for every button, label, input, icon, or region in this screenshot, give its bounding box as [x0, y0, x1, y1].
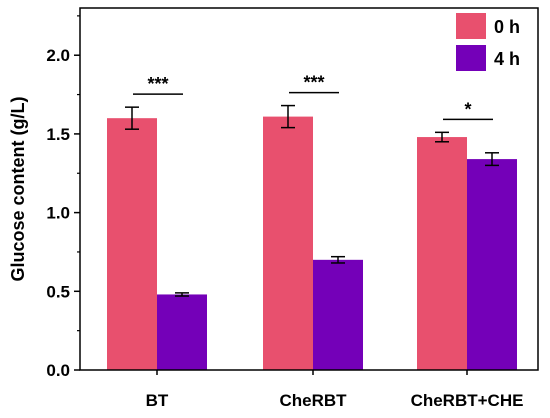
x-tick-label-1: CheRBT	[279, 391, 347, 410]
legend-label-1: 4 h	[494, 49, 520, 69]
significance-label-0: ***	[147, 74, 168, 94]
significance-group: *** ****	[133, 73, 493, 121]
bar-4h-2	[467, 159, 517, 370]
bars-group	[107, 116, 517, 370]
y-tick-label-3: 1.5	[46, 125, 70, 144]
x-tick-label-0: BT	[146, 391, 169, 410]
bar-4h-1	[313, 259, 363, 370]
y-axis: 0.0 0.5 1.0 1.5 2.0	[46, 15, 80, 380]
significance-label-2: *	[464, 99, 471, 119]
x-axis: BT CheRBT CheRBT+CHE	[146, 370, 524, 410]
legend-swatch-1	[456, 45, 486, 71]
y-axis-title: Glucose content (g/L)	[8, 96, 28, 281]
legend-label-0: 0 h	[494, 17, 520, 37]
y-tick-label-0: 0.0	[46, 361, 70, 380]
bar-4h-0	[157, 294, 207, 370]
bar-0h-0	[107, 118, 157, 370]
y-tick-label-1: 0.5	[46, 282, 70, 301]
legend: 0 h 4 h	[456, 13, 520, 71]
bar-0h-2	[417, 137, 467, 370]
significance-label-1: ***	[303, 73, 324, 93]
x-tick-label-2: CheRBT+CHE	[411, 391, 524, 410]
legend-swatch-0	[456, 13, 486, 39]
y-tick-label-4: 2.0	[46, 46, 70, 65]
error-bars-group	[125, 104, 499, 297]
y-tick-label-2: 1.0	[46, 204, 70, 223]
plot-frame	[79, 7, 539, 371]
bar-0h-1	[263, 116, 313, 370]
